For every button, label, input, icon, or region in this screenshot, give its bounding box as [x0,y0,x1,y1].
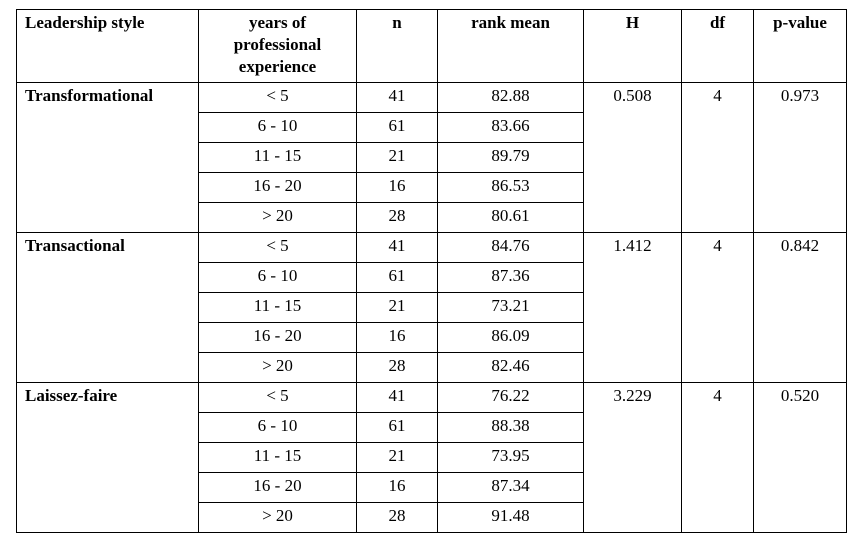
rank-mean-cell: 89.79 [437,142,584,173]
leadership-style: Transformational [16,82,199,233]
years-cell: 6 - 10 [198,112,357,143]
table-row: Transactional < 5 41 84.76 1.412 4 0.842 [16,232,847,383]
rank-mean-cell: 80.61 [437,202,584,233]
rank-mean-cell: 88.38 [437,412,584,443]
n-cell: 61 [356,412,438,443]
years-cell: > 20 [198,352,357,383]
results-table: Leadership style years of professional ex… [16,9,847,533]
rank-mean-cell: 87.34 [437,472,584,503]
n-cell: 28 [356,202,438,233]
rank-mean-cell: 87.36 [437,262,584,293]
n-cell: 21 [356,142,438,173]
h-cell: 0.508 [583,82,682,233]
years-cell: 11 - 15 [198,442,357,473]
n-cell: 61 [356,112,438,143]
column-header: H [583,9,682,83]
n-cell: 28 [356,502,438,533]
rank-mean-cell: 84.76 [437,232,584,263]
df-cell: 4 [681,232,754,383]
n-cell: 21 [356,292,438,323]
years-cell: 6 - 10 [198,262,357,293]
table-body: Transformational < 5 41 82.88 0.508 4 0.973 6 -… [16,82,847,533]
years-cell: 16 - 20 [198,472,357,503]
table-row: 11 - 15 21 89.79 [17,142,847,173]
n-cell: 41 [356,382,438,413]
table-row: 11 - 15 21 73.21 [17,292,847,323]
rank-mean-cell: 82.88 [437,82,584,113]
leadership-style: Transactional [16,232,199,383]
h-cell: 3.229 [583,382,682,533]
years-cell: 6 - 10 [198,412,357,443]
page: Leadership style years of professional ex… [16,9,847,533]
table-row: 6 - 10 61 83.66 [17,112,847,143]
rank-mean-cell: 82.46 [437,352,584,383]
years-cell: > 20 [198,202,357,233]
table-row: 6 - 10 61 88.38 [17,412,847,443]
rank-mean-cell: 86.09 [437,322,584,353]
n-cell: 16 [356,322,438,353]
rank-mean-cell: 73.95 [437,442,584,473]
column-header: years of professional experience [198,9,357,83]
years-cell: 11 - 15 [198,292,357,323]
table-row: 16 - 20 16 86.09 [17,322,847,353]
column-header: p-value [753,9,847,83]
table-row: 16 - 20 16 86.53 [17,172,847,203]
years-cell: 11 - 15 [198,142,357,173]
n-cell: 41 [356,82,438,113]
years-cell: > 20 [198,502,357,533]
table-row: 11 - 15 21 73.95 [17,442,847,473]
table-row: 16 - 20 16 87.34 [17,472,847,503]
table-row: Transformational < 5 41 82.88 0.508 4 0.973 [16,82,847,233]
leadership-style: Laissez-faire [16,382,199,533]
rank-mean-cell: 73.21 [437,292,584,323]
p-value-cell: 0.520 [753,382,847,533]
years-cell: 16 - 20 [198,172,357,203]
table-row: Laissez-faire < 5 41 76.22 3.229 4 0.520 [16,382,847,533]
df-cell: 4 [681,382,754,533]
table-row: > 20 28 82.46 [17,352,847,383]
p-value-cell: 0.842 [753,232,847,383]
column-header: Leadership style [16,9,199,83]
n-cell: 16 [356,472,438,503]
n-cell: 41 [356,232,438,263]
column-header: n [356,9,438,83]
rank-mean-cell: 76.22 [437,382,584,413]
rank-mean-cell: 91.48 [437,502,584,533]
df-cell: 4 [681,82,754,233]
years-cell: 16 - 20 [198,322,357,353]
n-cell: 21 [356,442,438,473]
n-cell: 61 [356,262,438,293]
rank-mean-cell: 86.53 [437,172,584,203]
column-header: rank mean [437,9,584,83]
years-cell: < 5 [198,82,357,113]
p-value-cell: 0.973 [753,82,847,233]
header-row: Leadership style years of professional ex… [16,9,847,83]
h-cell: 1.412 [583,232,682,383]
table-row: 6 - 10 61 87.36 [17,262,847,293]
rank-mean-cell: 83.66 [437,112,584,143]
years-cell: < 5 [198,232,357,263]
column-header: df [681,9,754,83]
n-cell: 16 [356,172,438,203]
years-cell: < 5 [198,382,357,413]
table-row: > 20 28 80.61 [17,202,847,233]
n-cell: 28 [356,352,438,383]
